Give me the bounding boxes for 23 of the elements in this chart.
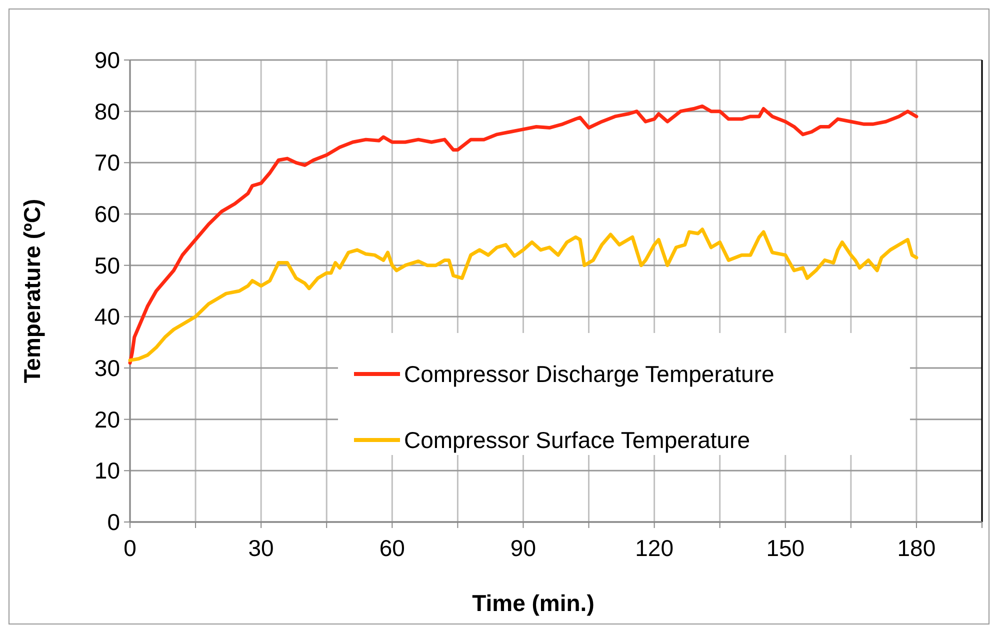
y-tick-label: 40 [94, 304, 120, 330]
x-tick-label: 120 [635, 535, 674, 561]
y-axis-title: Temperature (ºC) [19, 198, 45, 384]
y-tick-label: 50 [94, 252, 120, 278]
y-tick-label: 10 [94, 458, 120, 484]
y-tick-label: 0 [107, 509, 120, 536]
x-tick-label: 0 [124, 535, 136, 561]
x-tick-label: 150 [766, 535, 805, 561]
line-series [128, 104, 918, 365]
x-axis-title: Time (min.) [472, 590, 594, 616]
legend-label: Compressor Surface Temperature [404, 427, 750, 454]
x-tick-label: 60 [379, 535, 405, 561]
x-tick-label: 90 [510, 535, 536, 561]
y-tick-label: 90 [94, 47, 120, 74]
y-tick-label: 80 [94, 98, 120, 124]
y-tick-label: 70 [94, 150, 120, 176]
y-tick-label: 30 [94, 355, 120, 382]
y-tick-label: 20 [94, 406, 120, 432]
x-tick-label: 30 [248, 535, 274, 561]
y-tick-label: 60 [94, 201, 120, 228]
legend-label: Compressor Discharge Temperature [404, 361, 774, 388]
x-tick-label: 180 [897, 535, 936, 561]
line-series [128, 228, 918, 362]
